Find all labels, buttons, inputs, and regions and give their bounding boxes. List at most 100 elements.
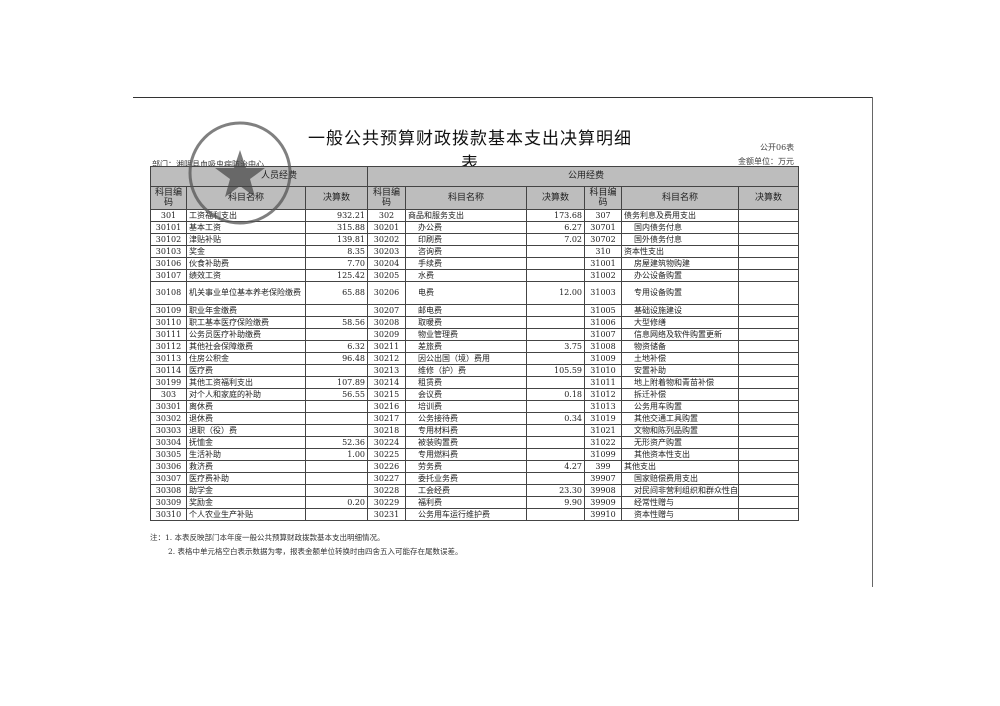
amount (737, 484, 800, 497)
table-row: 301 工资福利支出 932.21 302 商品和服务支出 173.68 307 债务利息及费… (150, 209, 800, 222)
amount (526, 269, 585, 282)
amount (737, 269, 800, 282)
subject-code: 31019 (584, 412, 622, 425)
scan-edge-right (872, 97, 873, 587)
amount: 7.70 (305, 257, 368, 270)
amount (737, 304, 800, 317)
amount: 125.42 (305, 269, 368, 282)
subject-code: 30218 (367, 424, 406, 437)
subject-code: 30302 (150, 412, 187, 425)
subject-code: 30207 (367, 304, 406, 317)
table-row: 30110 职工基本医疗保险缴费 58.56 30208 取暖费 31006 大型修缮 (150, 316, 800, 329)
subject-code: 30310 (150, 508, 187, 521)
subject-code: 31010 (584, 364, 622, 377)
subject-name: 对个人和家庭的补助 (186, 388, 306, 401)
header-code: 科目编码 (367, 186, 406, 210)
subject-code: 31005 (584, 304, 622, 317)
amount: 52.36 (305, 436, 368, 449)
subject-name: 会议费 (405, 388, 527, 401)
table-row: 30305 生活补助 1.00 30225 专用燃料费 31099 其他资本性支出 (150, 448, 800, 461)
amount (737, 472, 800, 485)
table-row: 30109 职业年金缴费 30207 邮电费 31005 基础设施建设 (150, 304, 800, 317)
amount: 6.27 (526, 221, 585, 234)
subject-name: 机关事业单位基本养老保险缴费 (186, 281, 306, 305)
amount (526, 328, 585, 341)
table-row: 30112 其他社会保障缴费 6.32 30211 差旅费 3.75 31008 物资储备 (150, 340, 800, 353)
amount (526, 376, 585, 389)
subject-code: 39907 (584, 472, 622, 485)
amount (737, 316, 800, 329)
subject-name: 公务用车购置 (621, 400, 739, 413)
amount: 173.68 (526, 209, 585, 222)
table-row: 30303 退职（役）费 30218 专用材料费 31021 文物和陈列品购置 (150, 424, 800, 437)
table-row: 30113 住房公积金 96.48 30212 因公出国（境）费用 31009 土地补偿 (150, 352, 800, 365)
amount (737, 257, 800, 270)
amount (305, 460, 368, 473)
table-row: 30199 其他工资福利支出 107.89 30214 租赁费 31011 地上附着物和青苗… (150, 376, 800, 389)
subject-name: 因公出国（境）费用 (405, 352, 527, 365)
subject-code: 310 (584, 245, 622, 258)
table-row: 30114 医疗费 30213 维修（护）费 105.59 31010 安置补助 (150, 364, 800, 377)
subject-name: 资本性赠与 (621, 508, 739, 521)
subject-code: 30205 (367, 269, 406, 282)
subject-name: 奖励金 (186, 496, 306, 509)
amount: 107.89 (305, 376, 368, 389)
table-row: 30107 绩效工资 125.42 30205 水费 31002 办公设备购置 (150, 269, 800, 282)
amount (305, 484, 368, 497)
amount (737, 376, 800, 389)
subject-name: 国外债务付息 (621, 233, 739, 246)
scan-edge-top (133, 97, 873, 98)
subject-name: 印刷费 (405, 233, 527, 246)
subject-code: 303 (150, 388, 187, 401)
subject-name: 土地补偿 (621, 352, 739, 365)
subject-code: 31002 (584, 269, 622, 282)
subject-code: 30701 (584, 221, 622, 234)
amount (737, 448, 800, 461)
subject-name: 公务接待费 (405, 412, 527, 425)
amount (737, 209, 800, 222)
subject-code: 31099 (584, 448, 622, 461)
amount (526, 508, 585, 521)
amount (737, 388, 800, 401)
amount: 96.48 (305, 352, 368, 365)
subject-name: 津贴补贴 (186, 233, 306, 246)
amount: 315.88 (305, 221, 368, 234)
subject-code: 30208 (367, 316, 406, 329)
subject-code: 30111 (150, 328, 187, 341)
subject-name: 租赁费 (405, 376, 527, 389)
amount: 56.55 (305, 388, 368, 401)
subject-code: 30202 (367, 233, 406, 246)
subject-name: 福利费 (405, 496, 527, 509)
subject-code: 30304 (150, 436, 187, 449)
subject-code: 31001 (584, 257, 622, 270)
amount (305, 400, 368, 413)
subject-name: 物业管理费 (405, 328, 527, 341)
note-2: 2. 表格中单元格空白表示数据为零，报表金额单位转换时由四舍五入可能存在尾数误差… (168, 547, 463, 556)
subject-code: 30103 (150, 245, 187, 258)
table-row: 30106 伙食补助费 7.70 30204 手续费 31001 房屋建筑物购建 (150, 257, 800, 270)
amount: 8.35 (305, 245, 368, 258)
subject-code: 31008 (584, 340, 622, 353)
subject-code: 30212 (367, 352, 406, 365)
amount (526, 304, 585, 317)
subject-code: 30213 (367, 364, 406, 377)
subject-name: 拆迁补偿 (621, 388, 739, 401)
subject-code: 30305 (150, 448, 187, 461)
amount (526, 352, 585, 365)
amount (737, 496, 800, 509)
amount (737, 233, 800, 246)
subject-code: 30227 (367, 472, 406, 485)
subject-name: 大型修缮 (621, 316, 739, 329)
amount: 58.56 (305, 316, 368, 329)
header-amount: 决算数 (737, 186, 800, 210)
header-code: 科目编码 (584, 186, 622, 210)
table-row: 30306 救济费 30226 劳务费 4.27 399 其他支出 (150, 460, 800, 473)
subject-name: 专用燃料费 (405, 448, 527, 461)
amount (526, 424, 585, 437)
amount: 1.00 (305, 448, 368, 461)
subject-name: 公务员医疗补助缴费 (186, 328, 306, 341)
subject-code: 30209 (367, 328, 406, 341)
subject-name: 职业年金缴费 (186, 304, 306, 317)
subject-code: 39910 (584, 508, 622, 521)
subject-code: 30216 (367, 400, 406, 413)
